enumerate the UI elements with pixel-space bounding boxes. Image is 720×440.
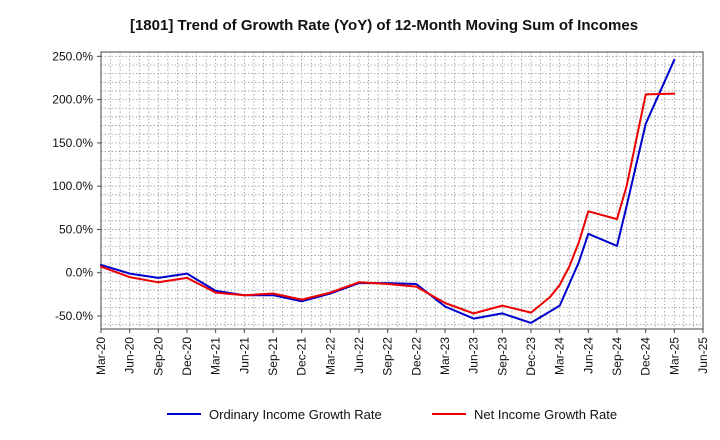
x-tick-label: Mar-21	[209, 337, 223, 375]
y-tick-label: 200.0%	[52, 93, 93, 107]
x-tick-label: Dec-21	[295, 337, 309, 376]
x-tick-label: Sep-22	[381, 337, 395, 376]
legend-label: Net Income Growth Rate	[474, 407, 617, 422]
plot-frame	[100, 51, 704, 330]
chart-title: [1801] Trend of Growth Rate (YoY) of 12-…	[130, 17, 638, 34]
x-tick-label: Sep-23	[495, 337, 509, 376]
x-tick-label: Sep-24	[610, 337, 624, 376]
y-tick-label: 150.0%	[52, 136, 93, 150]
series-lines	[100, 58, 676, 324]
y-axis: -50.0% 0.0% 50.0% 100.0% 150.0% 200.0% 250.0%	[52, 49, 101, 323]
y-tick-label: 100.0%	[52, 179, 93, 193]
x-tick-label: Jun-23	[467, 337, 481, 374]
x-tick-label: Mar-22	[323, 337, 337, 375]
x-tick-label: Jun-24	[581, 337, 595, 374]
x-tick-label: Jun-20	[123, 337, 137, 374]
x-tick-label: Jun-22	[352, 337, 366, 374]
x-tick-label: Dec-22	[409, 337, 423, 376]
legend-label: Ordinary Income Growth Rate	[209, 407, 382, 422]
grid	[100, 52, 704, 329]
x-axis: Mar-20 Jun-20 Sep-20 Dec-20 Mar-21 Jun-21 Sep-…	[94, 329, 710, 376]
x-tick-label: Jun-21	[237, 337, 251, 374]
y-tick-label: 0.0%	[66, 266, 94, 280]
x-tick-label: Dec-20	[180, 337, 194, 376]
y-tick-label: -50.0%	[55, 309, 93, 323]
x-tick-label: Mar-24	[553, 337, 567, 375]
x-tick-label: Mar-23	[438, 337, 452, 375]
x-tick-label: Sep-20	[151, 337, 165, 376]
series-line-net-income	[100, 92, 676, 315]
x-tick-label: Dec-23	[524, 337, 538, 376]
x-tick-label: Mar-20	[94, 337, 108, 375]
legend: Ordinary Income Growth Rate Net Income Gr…	[167, 407, 617, 422]
x-tick-label: Sep-21	[266, 337, 280, 376]
x-tick-label: Jun-25	[696, 337, 710, 374]
y-tick-label: 50.0%	[59, 222, 93, 236]
y-tick-label: 250.0%	[52, 49, 93, 63]
x-tick-label: Dec-24	[639, 337, 653, 376]
x-tick-label: Mar-25	[667, 337, 681, 375]
series-line-ordinary-income	[100, 58, 676, 324]
